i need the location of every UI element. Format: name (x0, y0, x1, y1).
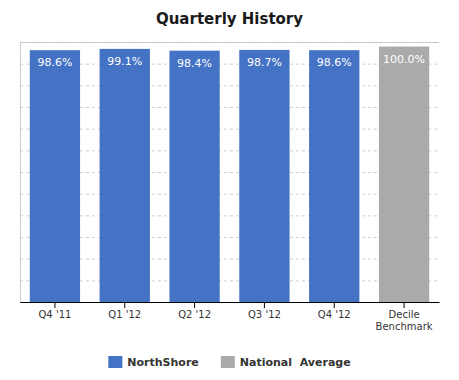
x-tick-mark (334, 302, 335, 308)
y-tick (20, 107, 439, 108)
legend: NorthShore National Average (108, 356, 350, 369)
grid-line (20, 194, 439, 195)
y-tick (20, 280, 439, 281)
grid-line (20, 42, 439, 43)
legend-swatch (221, 356, 235, 368)
data-label: 99.1% (107, 55, 142, 68)
grid-line (20, 259, 439, 260)
data-label: 98.7% (247, 56, 282, 69)
data-label: 98.6% (37, 56, 72, 69)
grid-line (20, 237, 439, 238)
x-tick: Q2 '12 (178, 302, 211, 320)
x-tick-label: Q4 '12 (318, 309, 351, 320)
title: Quarterly History (156, 10, 303, 28)
y-tick (20, 64, 439, 65)
bar (30, 50, 80, 302)
y-tick (20, 42, 439, 43)
grid-line (20, 85, 439, 86)
x-tick: Q4 '12 (318, 302, 351, 320)
bar (239, 50, 289, 302)
legend-item: National Average (221, 356, 351, 369)
legend-label: National Average (240, 356, 351, 369)
data-label: 98.6% (317, 56, 352, 69)
x-tick-label: Q4 '11 (38, 309, 71, 320)
x-tick: Q4 '11 (38, 302, 71, 320)
y-tick (20, 150, 439, 151)
x-tick-mark (124, 302, 125, 308)
bars (30, 47, 429, 302)
y-tick (20, 259, 439, 260)
bar (309, 50, 359, 302)
grid-line (20, 150, 439, 151)
x-tick: DecileBenchmark (376, 302, 433, 332)
bar (100, 49, 150, 302)
x-tick-label: Q1 '12 (108, 309, 141, 320)
grid-line (20, 302, 439, 303)
x-tick-label: Q3 '12 (248, 309, 281, 320)
chart: Quarterly History98.6%99.1%98.4%98.7%98.… (0, 0, 459, 380)
legend-label: NorthShore (127, 356, 198, 369)
y-axis-line (21, 43, 440, 303)
x-tick-mark (264, 302, 265, 308)
y-tick (20, 194, 439, 195)
x-tick-mark (404, 302, 405, 308)
grid-line (20, 172, 439, 173)
y-tick (20, 129, 439, 130)
grid-line (20, 215, 439, 216)
grid-line (20, 64, 439, 65)
data-label: 100.0% (383, 53, 425, 66)
y-tick (20, 172, 439, 173)
y-tick (20, 302, 439, 303)
plot-area: 98.6% 99.1% 98.4% 98.7% 98.6% 100.0% Q4 '11 Q1 … (20, 43, 440, 332)
y-tick (20, 85, 439, 86)
x-tick-label: DecileBenchmark (376, 309, 433, 332)
y-axis (20, 43, 439, 303)
bar (169, 51, 219, 302)
grid-line (20, 280, 439, 281)
grid-line (20, 129, 439, 130)
legend-swatch (108, 356, 122, 368)
data-labels: 98.6% 99.1% 98.4% 98.7% 98.6% 100.0% (37, 53, 425, 70)
grid-line (20, 107, 439, 108)
x-tick: Q3 '12 (248, 302, 281, 320)
x-tick: Q1 '12 (108, 302, 141, 320)
y-tick (20, 215, 439, 216)
x-axis: Q4 '11 Q1 '12 Q2 '12 Q3 '12 Q4 '12 DecileBenc… (21, 302, 440, 332)
x-tick-mark (194, 302, 195, 308)
y-tick (20, 237, 439, 238)
bar (379, 47, 429, 302)
data-label: 98.4% (177, 57, 212, 70)
x-tick-label: Q2 '12 (178, 309, 211, 320)
x-tick-mark (54, 302, 55, 308)
legend-item: NorthShore (108, 356, 198, 369)
x-axis-line (21, 302, 440, 303)
